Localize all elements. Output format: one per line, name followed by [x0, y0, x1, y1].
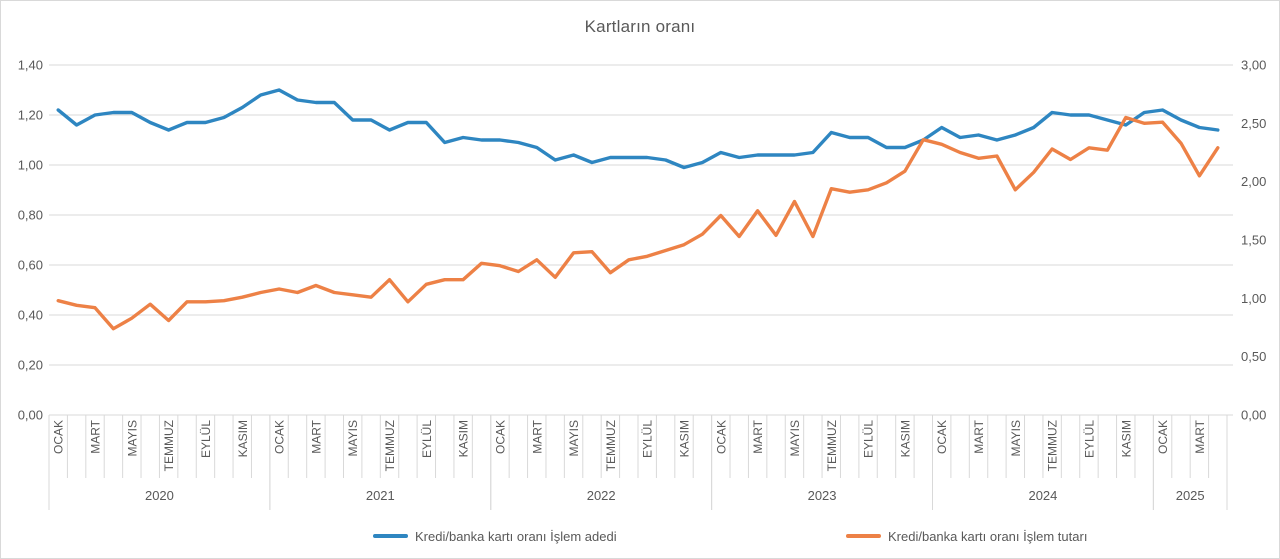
right-axis-tick-label: 3,00 — [1241, 58, 1266, 73]
month-tick-label: EYLÜL — [862, 420, 876, 458]
legend-label: Kredi/banka kartı oranı İşlem adedi — [415, 528, 617, 544]
month-tick-label: OCAK — [935, 420, 949, 454]
month-tick-label: KASIM — [678, 420, 692, 457]
month-tick-label: TEMMUZ — [1046, 420, 1060, 471]
right-axis-tick-label: 0,50 — [1241, 349, 1266, 364]
left-axis-tick-label: 0,40 — [18, 308, 43, 323]
month-tick-label: MAYIS — [125, 420, 139, 456]
right-axis-tick-label: 1,00 — [1241, 291, 1266, 306]
month-tick-label: TEMMUZ — [604, 420, 618, 471]
year-label: 2020 — [145, 488, 174, 503]
left-axis-tick-label: 0,00 — [18, 408, 43, 423]
month-tick-label: KASIM — [1119, 420, 1133, 457]
year-label: 2022 — [587, 488, 616, 503]
year-label: 2025 — [1176, 488, 1205, 503]
month-tick-label: OCAK — [273, 420, 287, 454]
left-axis-tick-label: 0,20 — [18, 358, 43, 373]
series-line[interactable] — [56, 115, 1220, 331]
month-tick-label: OCAK — [1156, 420, 1170, 454]
left-axis-tick-label: 0,80 — [18, 208, 43, 223]
month-tick-label: TEMMUZ — [162, 420, 176, 471]
right-axis-tick-label: 1,50 — [1241, 233, 1266, 248]
year-label: 2021 — [366, 488, 395, 503]
legend-line-swatch — [373, 534, 408, 538]
month-tick-label: EYLÜL — [1082, 420, 1096, 458]
month-tick-label: KASIM — [898, 420, 912, 457]
month-tick-label: TEMMUZ — [383, 420, 397, 471]
month-tick-label: MART — [751, 419, 765, 453]
month-tick-label: KASIM — [236, 420, 250, 457]
month-tick-label: EYLÜL — [199, 420, 213, 458]
month-tick-label: MART — [972, 419, 986, 453]
left-axis-tick-label: 1,20 — [18, 108, 43, 123]
month-tick-label: MAYIS — [788, 420, 802, 456]
month-tick-label: MAYIS — [346, 420, 360, 456]
legend-line-swatch — [846, 534, 881, 538]
chart-legend: Kredi/banka kartı oranı İşlem adedi Kredi… — [1, 527, 1279, 549]
plot-area[interactable]: 0,00 0,20 0,40 0,60 0,80 1,00 1,20 1,40 0,00 0,50… — [1, 1, 1280, 521]
month-tick-label: MAYIS — [567, 420, 581, 456]
chart-title: Kartların oranı — [584, 17, 696, 36]
month-tick-label: MART — [89, 419, 103, 453]
left-axis-tick-label: 1,40 — [18, 58, 43, 73]
month-tick-label: MART — [1193, 419, 1207, 453]
month-tick-label: OCAK — [493, 420, 507, 454]
left-axis-tick-label: 1,00 — [18, 158, 43, 173]
legend-item-islem_tutari[interactable]: Kredi/banka kartı oranı İşlem tutarı — [846, 527, 1087, 545]
month-tick-label: KASIM — [457, 420, 471, 457]
year-label: 2024 — [1028, 488, 1057, 503]
left-axis-tick-label: 0,60 — [18, 258, 43, 273]
month-tick-label: OCAK — [52, 420, 66, 454]
month-tick-label: TEMMUZ — [825, 420, 839, 471]
month-tick-label: OCAK — [714, 420, 728, 454]
legend-item-islem_adedi[interactable]: Kredi/banka kartı oranı İşlem adedi — [373, 527, 617, 545]
month-tick-label: EYLÜL — [420, 420, 434, 458]
year-label: 2023 — [808, 488, 837, 503]
month-tick-label: EYLÜL — [641, 420, 655, 458]
series-line[interactable] — [56, 88, 1220, 170]
month-tick-label: MART — [530, 419, 544, 453]
right-axis-tick-label: 2,50 — [1241, 116, 1266, 131]
month-tick-label: MART — [309, 419, 323, 453]
legend-label: Kredi/banka kartı oranı İşlem tutarı — [888, 528, 1088, 544]
month-tick-label: MAYIS — [1009, 420, 1023, 456]
right-axis-tick-label: 2,00 — [1241, 174, 1266, 189]
right-axis-tick-label: 0,00 — [1241, 408, 1266, 423]
